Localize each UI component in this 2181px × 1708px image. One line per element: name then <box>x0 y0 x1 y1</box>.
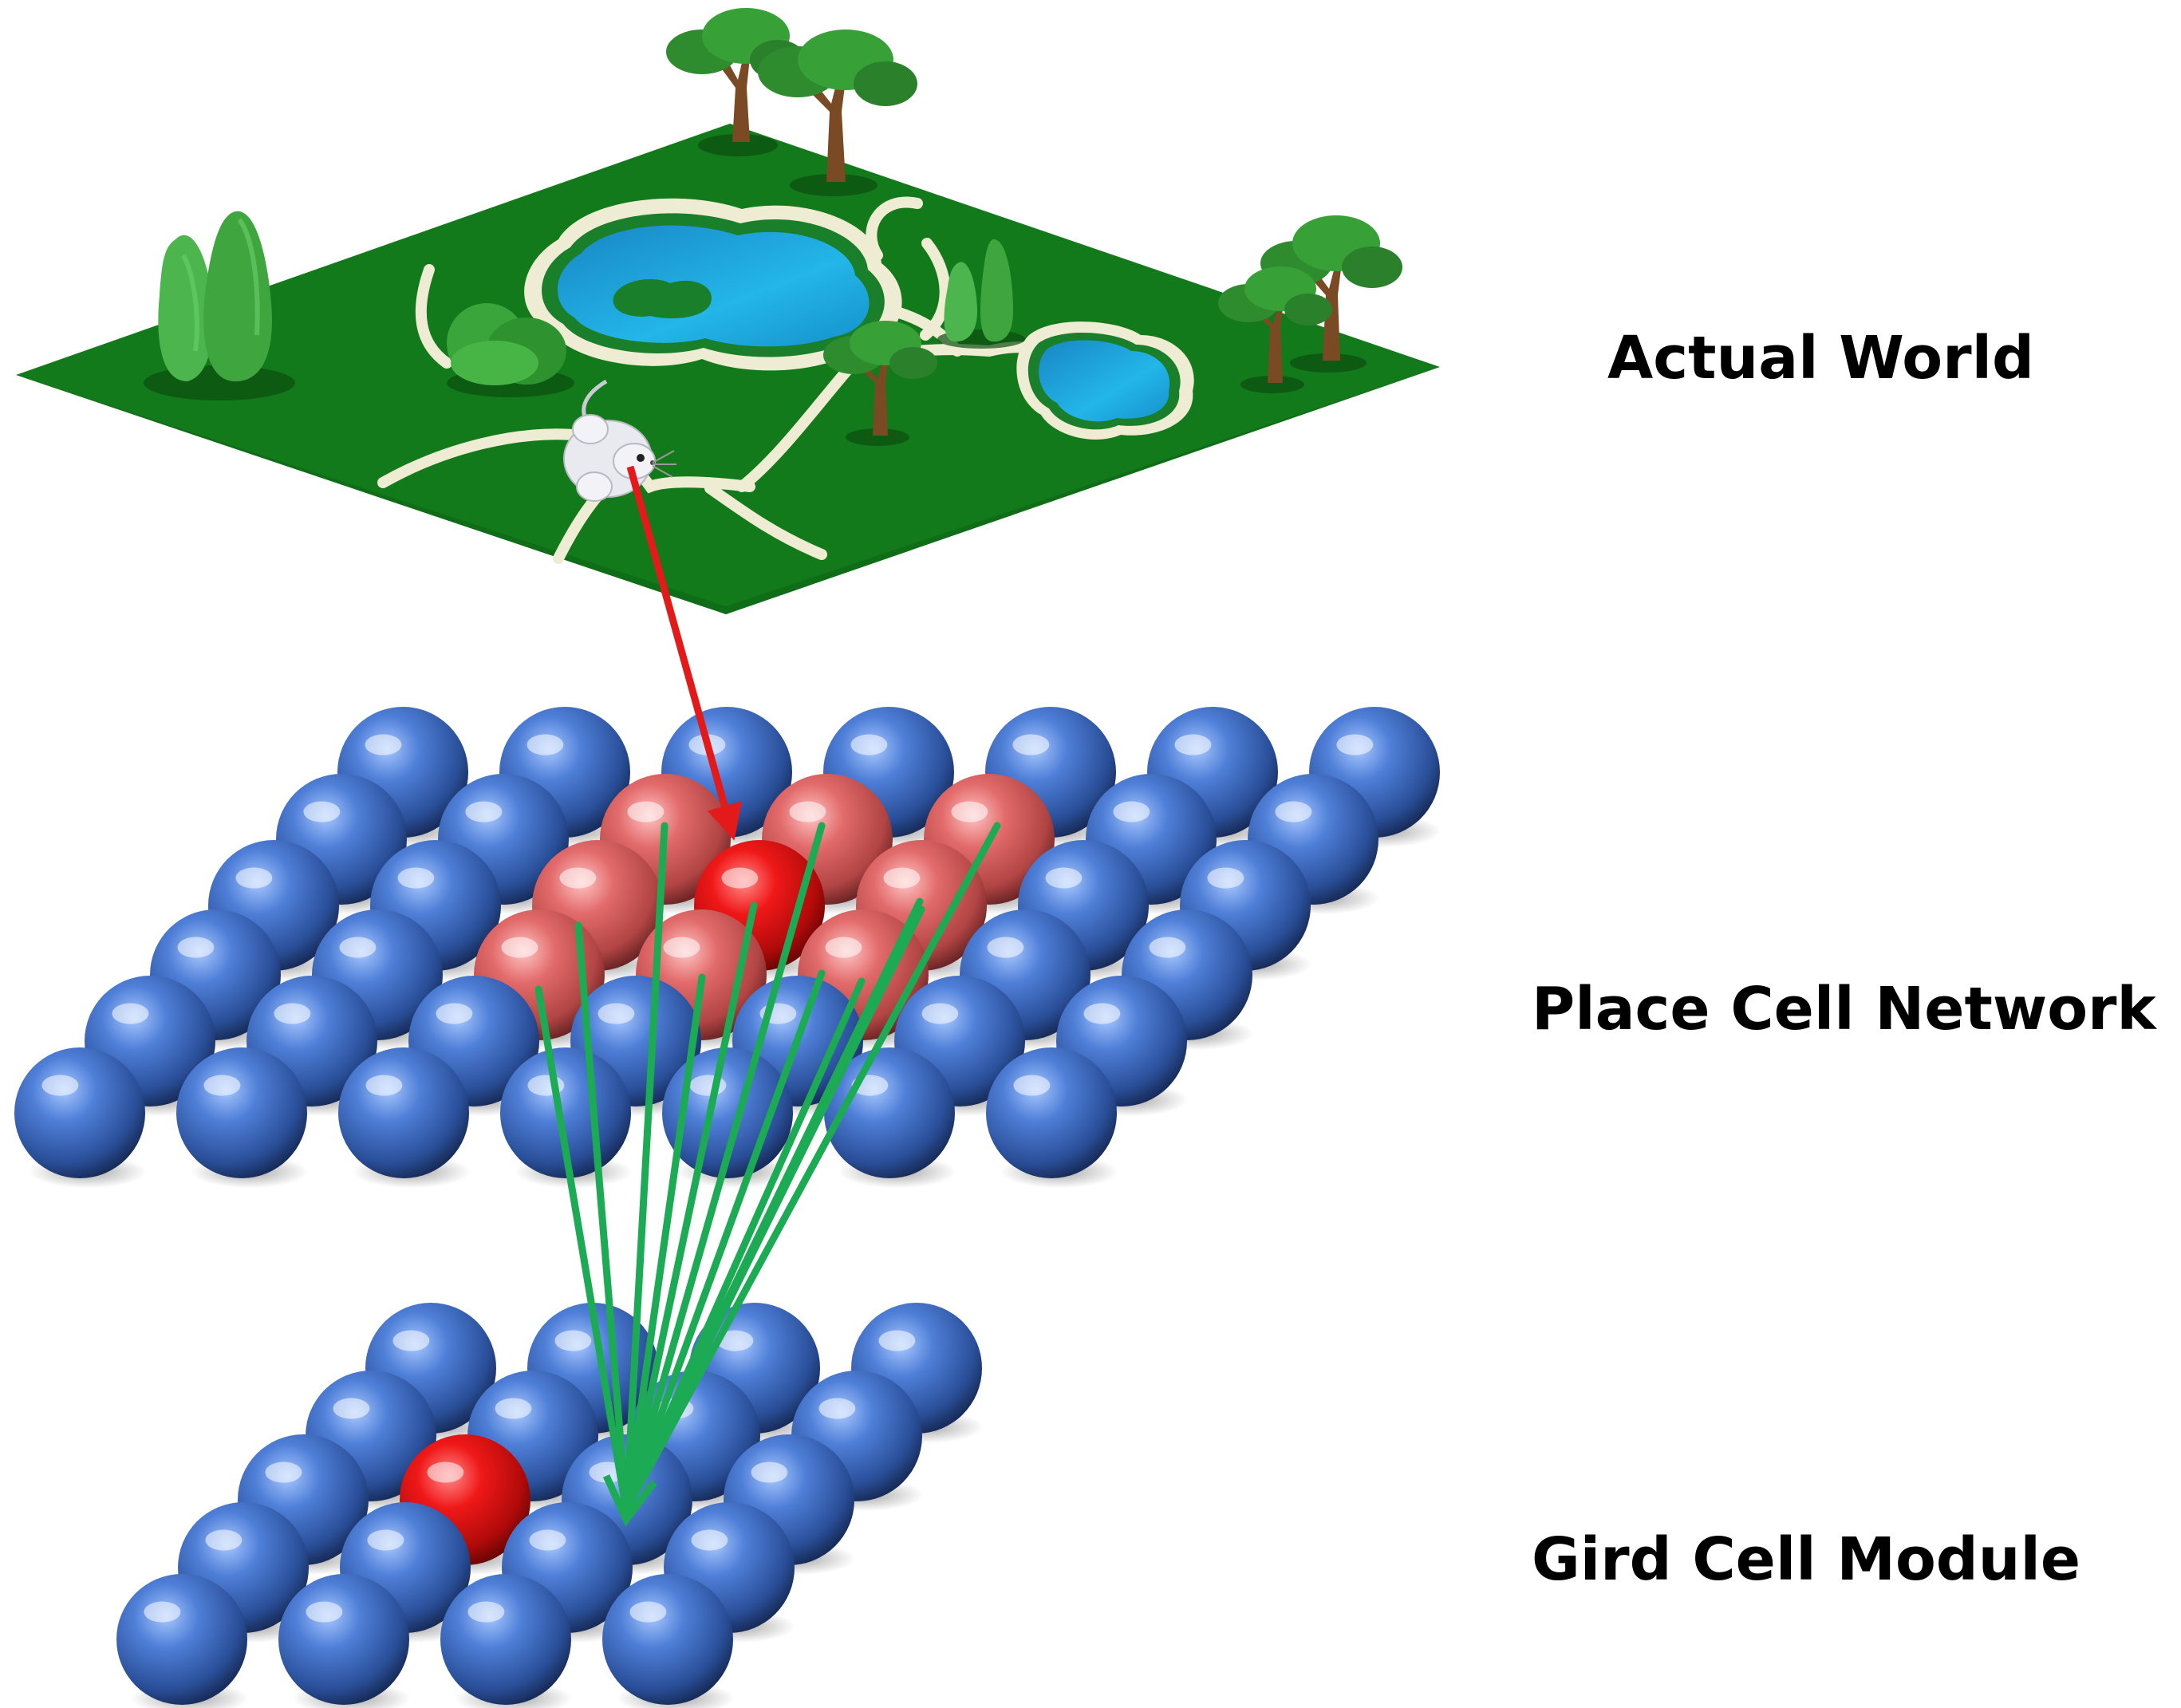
green-projection-arrow <box>534 985 630 1514</box>
green-projection-arrow <box>574 921 630 1514</box>
grid-cell-neuron <box>116 1574 249 1708</box>
place-cell-neuron <box>176 1047 309 1189</box>
label-grid-cell-module: Gird Cell Module <box>1532 1525 2081 1594</box>
green-projection-arrow <box>622 822 668 1514</box>
bush-icon <box>447 303 574 397</box>
place-cell-neuron <box>986 1047 1118 1189</box>
green-projection-arrow <box>622 822 1001 1514</box>
cypress-tree-icon <box>144 211 295 400</box>
grid-cell-neuron <box>440 1574 573 1708</box>
green-projection-arrow <box>622 822 826 1514</box>
tree-icon-top-2 <box>758 30 917 196</box>
grid-cell-neuron <box>278 1574 411 1708</box>
cypress-tree-icon-right <box>937 239 1025 349</box>
large-pond-icon <box>524 198 902 371</box>
actual-world-plane <box>16 8 1440 614</box>
grid-cell-module-layer <box>116 1303 984 1708</box>
place-cell-neuron <box>338 1047 471 1189</box>
label-actual-world: Actual World <box>1607 324 2034 392</box>
grid-cell-neuron <box>602 1574 735 1708</box>
place-cell-neuron <box>14 1047 147 1189</box>
red-arrow <box>626 465 743 841</box>
green-projection-arrow <box>622 973 706 1514</box>
tree-icon-middle <box>823 321 937 446</box>
green-projection-arrow <box>622 969 826 1514</box>
tree-icon-right-2 <box>1218 266 1332 393</box>
place-cell-network-layer <box>14 707 1442 1189</box>
green-arrowhead <box>602 1474 657 1527</box>
green-projection-arrow <box>622 897 924 1514</box>
green-arrows <box>534 822 1001 1527</box>
label-place-cell-network: Place Cell Network <box>1532 975 2156 1043</box>
small-pond-icon <box>1016 321 1194 440</box>
green-projection-arrow <box>622 901 758 1514</box>
